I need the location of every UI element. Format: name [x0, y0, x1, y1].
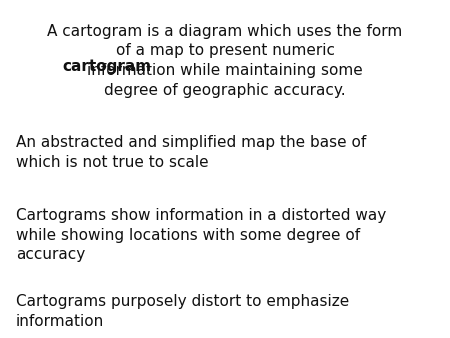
- Text: Cartograms purposely distort to emphasize
information: Cartograms purposely distort to emphasiz…: [16, 294, 349, 329]
- Text: cartogram: cartogram: [63, 59, 152, 74]
- Text: A cartogram is a diagram which uses the form
of a map to present numeric
informa: A cartogram is a diagram which uses the …: [47, 24, 403, 98]
- Text: Cartograms show information in a distorted way
while showing locations with some: Cartograms show information in a distort…: [16, 208, 386, 263]
- Text: An abstracted and simplified map the base of
which is not true to scale: An abstracted and simplified map the bas…: [16, 135, 366, 170]
